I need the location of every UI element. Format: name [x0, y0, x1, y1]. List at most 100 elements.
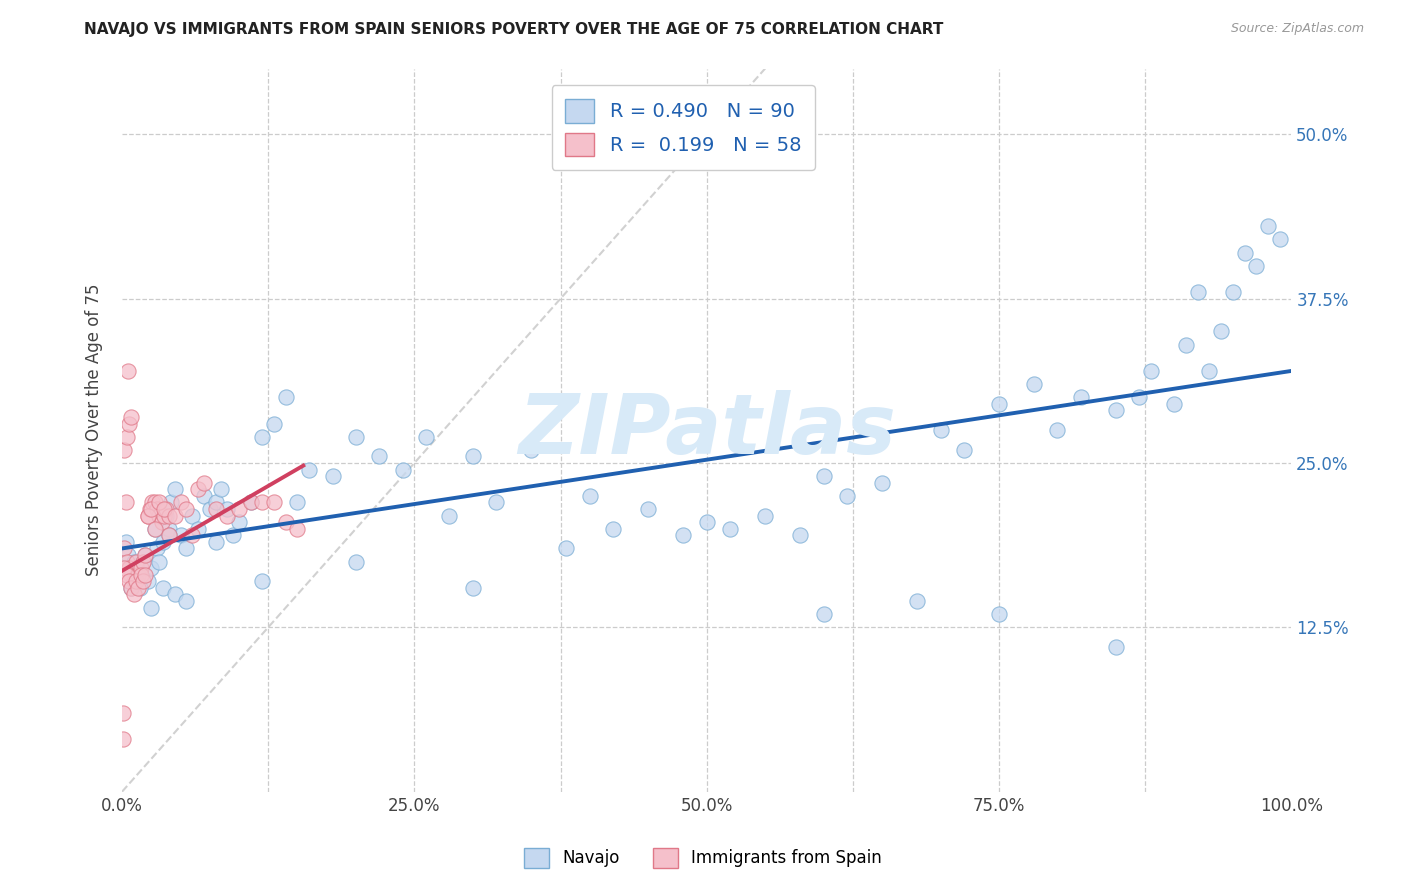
Point	[789, 528, 811, 542]
Point	[141, 561, 163, 575]
Point	[209, 483, 232, 497]
Point	[439, 508, 461, 523]
Text: ZIPatlas: ZIPatlas	[517, 390, 896, 471]
Point	[125, 555, 148, 569]
Point	[157, 508, 180, 523]
Point	[415, 430, 437, 444]
Point	[112, 541, 135, 556]
Point	[181, 508, 204, 523]
Point	[718, 522, 741, 536]
Point	[141, 600, 163, 615]
Legend: Navajo, Immigrants from Spain: Navajo, Immigrants from Spain	[517, 841, 889, 875]
Point	[1257, 219, 1279, 234]
Point	[114, 495, 136, 509]
Point	[176, 541, 198, 556]
Y-axis label: Seniors Poverty Over the Age of 75: Seniors Poverty Over the Age of 75	[86, 284, 103, 576]
Point	[835, 489, 858, 503]
Point	[461, 581, 484, 595]
Point	[602, 522, 624, 536]
Point	[252, 430, 274, 444]
Point	[287, 495, 309, 509]
Point	[120, 561, 142, 575]
Point	[127, 581, 149, 595]
Point	[870, 475, 893, 490]
Point	[136, 508, 159, 523]
Point	[1244, 259, 1267, 273]
Point	[263, 417, 285, 431]
Point	[1211, 325, 1233, 339]
Point	[160, 495, 183, 509]
Point	[120, 581, 142, 595]
Point	[146, 541, 169, 556]
Point	[287, 522, 309, 536]
Point	[222, 528, 245, 542]
Point	[120, 581, 142, 595]
Point	[153, 508, 176, 523]
Point	[672, 528, 695, 542]
Point	[122, 574, 145, 589]
Point	[929, 423, 952, 437]
Point	[391, 462, 413, 476]
Point	[152, 581, 174, 595]
Point	[263, 495, 285, 509]
Point	[148, 555, 170, 569]
Point	[298, 462, 321, 476]
Point	[555, 541, 578, 556]
Point	[252, 495, 274, 509]
Point	[118, 417, 141, 431]
Point	[143, 522, 166, 536]
Point	[128, 581, 150, 595]
Point	[148, 508, 170, 523]
Point	[322, 469, 344, 483]
Point	[141, 495, 163, 509]
Point	[122, 555, 145, 569]
Point	[1222, 285, 1244, 299]
Point	[117, 364, 139, 378]
Point	[578, 489, 600, 503]
Point	[176, 594, 198, 608]
Point	[120, 409, 142, 424]
Point	[187, 522, 209, 536]
Point	[988, 397, 1011, 411]
Point	[239, 495, 262, 509]
Point	[112, 706, 135, 720]
Point	[274, 515, 297, 529]
Point	[637, 502, 659, 516]
Point	[169, 528, 191, 542]
Point	[520, 442, 543, 457]
Point	[134, 548, 156, 562]
Point	[129, 567, 152, 582]
Point	[696, 515, 718, 529]
Point	[129, 561, 152, 575]
Point	[157, 528, 180, 542]
Point	[117, 548, 139, 562]
Point	[118, 574, 141, 589]
Point	[120, 567, 142, 582]
Point	[134, 567, 156, 582]
Point	[239, 495, 262, 509]
Point	[136, 508, 159, 523]
Point	[143, 495, 166, 509]
Point	[136, 574, 159, 589]
Point	[150, 515, 173, 529]
Point	[163, 587, 186, 601]
Text: Source: ZipAtlas.com: Source: ZipAtlas.com	[1230, 22, 1364, 36]
Point	[193, 475, 215, 490]
Point	[274, 390, 297, 404]
Point	[157, 522, 180, 536]
Point	[344, 555, 367, 569]
Point	[132, 555, 155, 569]
Point	[176, 502, 198, 516]
Point	[905, 594, 928, 608]
Point	[169, 495, 191, 509]
Point	[1105, 403, 1128, 417]
Point	[204, 495, 226, 509]
Point	[141, 502, 163, 516]
Point	[1268, 232, 1291, 246]
Point	[368, 450, 391, 464]
Point	[217, 502, 239, 516]
Point	[125, 567, 148, 582]
Point	[157, 528, 180, 542]
Point	[1198, 364, 1220, 378]
Point	[813, 607, 835, 622]
